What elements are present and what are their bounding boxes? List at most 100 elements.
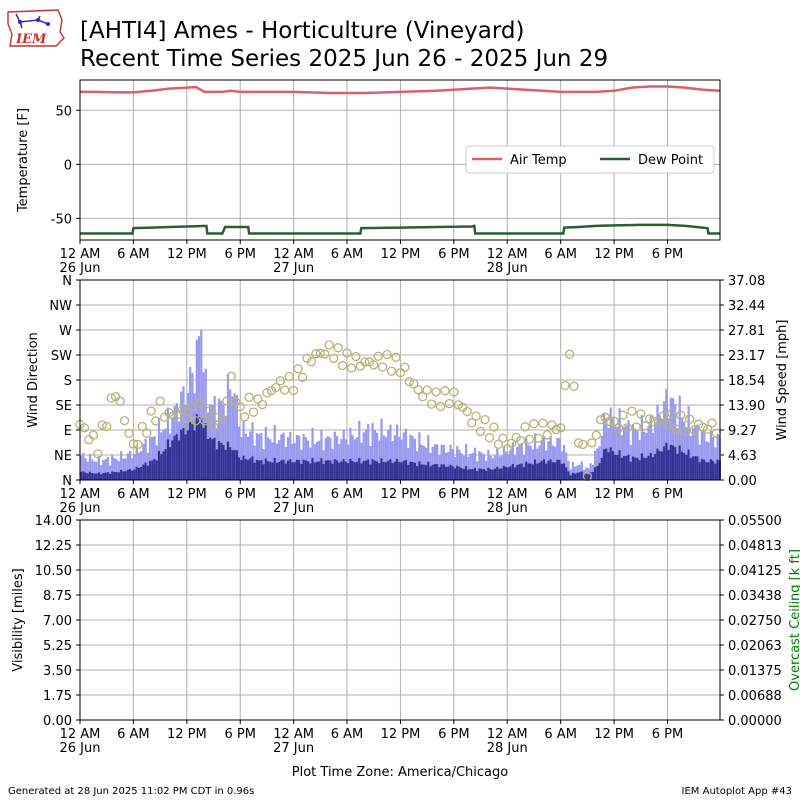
wind-speed-bar xyxy=(640,453,644,480)
wind-speed-bar xyxy=(380,458,383,480)
wind-direction-marker xyxy=(119,415,130,426)
wind-gust-bar xyxy=(447,451,450,480)
wind-gust-bar xyxy=(358,421,361,480)
wind-speed-bar xyxy=(135,466,138,480)
wind-speed-bar xyxy=(115,472,118,480)
wind-frame xyxy=(79,279,721,481)
wind-speed-bar xyxy=(654,453,657,480)
wind-speed-bar xyxy=(427,461,430,480)
wind-speed-bar xyxy=(578,472,581,480)
wind-gust-bar xyxy=(574,466,577,480)
wind-gust-bar xyxy=(709,431,712,480)
wind-speed-bar xyxy=(444,466,448,480)
wind-gust-bar xyxy=(375,432,379,480)
wind-speed-bar xyxy=(93,473,96,480)
wind-direction-marker xyxy=(542,430,552,440)
wind-speed-bar xyxy=(471,469,474,480)
wind-speed-bar xyxy=(627,454,630,480)
wind-speed-bar xyxy=(202,427,205,480)
wind-gust-bar xyxy=(382,435,385,480)
wind-direction-marker xyxy=(382,349,392,360)
wind-speed-bar xyxy=(478,468,481,480)
wind-speed-bar xyxy=(696,456,699,480)
wind-speed-bar xyxy=(678,445,681,480)
x-day-label: 27 Jun xyxy=(273,741,314,756)
wind-speed-bar xyxy=(511,463,514,480)
wind-speed-bar xyxy=(184,434,187,480)
wind-gust-bar xyxy=(111,455,114,480)
wind-speed-bar xyxy=(598,463,601,480)
wind-speed-bar xyxy=(300,463,303,480)
ceiling-tick-label: 0.00688 xyxy=(728,689,782,704)
wind-gust-bar xyxy=(420,444,423,480)
wind-gust-bar xyxy=(124,458,127,480)
wind-gust-bar xyxy=(596,448,599,480)
wind-speed-bar xyxy=(255,459,259,480)
x-day-label: 28 Jun xyxy=(487,501,528,516)
wind-speed-bar xyxy=(469,469,472,480)
wind-speed-bar xyxy=(253,462,256,480)
wind-gust-bar xyxy=(378,440,381,480)
wind-gust-bar xyxy=(320,429,323,480)
wind-speed-bar xyxy=(173,435,176,480)
wind-speed-bar xyxy=(416,466,419,480)
wind-speed-bar xyxy=(513,467,517,480)
wind-speed-bar xyxy=(113,471,116,480)
wind-speed-tick-label: 18.54 xyxy=(728,374,765,389)
wind-gust-bar xyxy=(282,432,285,480)
wind-direction-marker xyxy=(484,433,495,443)
wind-gust-bar xyxy=(683,421,686,480)
wind-gust-bar xyxy=(264,426,267,480)
wind-gust-bar xyxy=(260,433,263,480)
wind-speed-bar xyxy=(536,463,539,480)
wind-speed-bar xyxy=(449,464,452,480)
wind-direction-marker xyxy=(409,379,419,389)
wind-speed-bar xyxy=(242,455,245,480)
wind-speed-bar xyxy=(166,439,170,480)
wind-gust-bar xyxy=(244,433,247,480)
x-day-label: 26 Jun xyxy=(60,741,101,756)
wind-direction-marker xyxy=(587,438,597,448)
wind-speed-bar xyxy=(549,459,552,480)
x-tick-label: 6 AM xyxy=(117,247,150,262)
wind-gust-bar xyxy=(478,451,481,480)
wind-speed-bar xyxy=(313,462,316,480)
wind-speed-bar xyxy=(436,463,439,480)
wind-gust-bar xyxy=(485,460,488,480)
wind-speed-bar xyxy=(663,446,666,480)
wind-speed-bar xyxy=(358,458,361,480)
wind-gust-bar xyxy=(418,432,421,480)
wind-speed-bar xyxy=(106,472,109,480)
wind-speed-bar xyxy=(318,461,321,480)
wind-direction-marker xyxy=(426,399,437,409)
wind-gust-bar xyxy=(117,461,121,480)
wind-speed-bar xyxy=(462,468,465,480)
wind-direction-marker xyxy=(604,416,615,427)
wind-direction-marker xyxy=(217,414,228,425)
wind-direction-marker xyxy=(248,407,259,417)
x-tick-label: 12 AM xyxy=(60,727,101,742)
wind-speed-bar xyxy=(175,434,178,480)
wind-speed-bar xyxy=(195,414,198,480)
wind-speed-bar xyxy=(295,459,299,480)
wind-speed-bar xyxy=(529,463,532,480)
x-day-label: 27 Jun xyxy=(273,501,314,516)
wind-speed-bar xyxy=(278,461,281,480)
wind-direction-marker xyxy=(253,394,263,404)
x-tick-label: 6 PM xyxy=(438,727,469,742)
wind-speed-bar xyxy=(369,464,372,480)
wind-direction-marker xyxy=(213,412,223,423)
wind-gust-bar xyxy=(333,431,336,480)
wind-gust-bar xyxy=(656,404,659,480)
wind-direction-marker xyxy=(640,421,650,431)
wind-direction-marker xyxy=(507,438,517,448)
wind-gust-bar xyxy=(505,451,508,480)
wind-speed-bar xyxy=(493,468,497,480)
wind-speed-bar xyxy=(240,459,243,480)
wind-gust-bar xyxy=(527,444,530,480)
wind-speed-bar xyxy=(249,458,252,480)
wind-speed-bar xyxy=(311,457,314,480)
wind-speed-bar xyxy=(509,466,512,480)
wind-direction-marker xyxy=(636,409,646,419)
wind-speed-bar xyxy=(309,463,312,480)
